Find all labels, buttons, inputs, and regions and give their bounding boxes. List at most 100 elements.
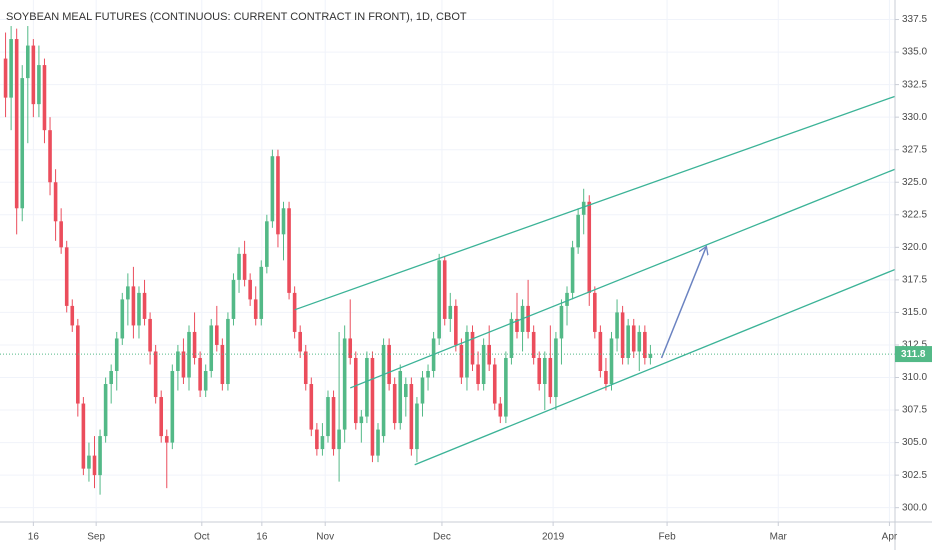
candle-body xyxy=(559,305,564,339)
y-tick-label: 305.0 xyxy=(902,437,927,448)
candle-body xyxy=(98,436,102,476)
y-tick-label: 335.0 xyxy=(902,47,927,58)
candle-body xyxy=(348,338,353,358)
candle-body xyxy=(631,325,636,352)
candle-body xyxy=(181,351,186,378)
candle-body xyxy=(554,338,558,398)
axes: 300.0 302.5 305.0 307.5 310.0 312.5 315.0 317.5… xyxy=(28,14,932,543)
candle-body xyxy=(437,260,441,339)
candle-body xyxy=(25,45,30,79)
candle-body xyxy=(53,182,58,222)
candle-body xyxy=(287,208,291,293)
candle-body xyxy=(270,156,275,222)
candle-body xyxy=(531,331,536,358)
candle-body xyxy=(604,370,608,385)
candle-body xyxy=(220,344,225,385)
candle-body xyxy=(548,357,553,398)
candle-body xyxy=(565,292,569,306)
candle-body xyxy=(70,305,75,326)
candle-body xyxy=(476,364,480,385)
candle-body xyxy=(209,325,214,371)
y-tick-label: 325.0 xyxy=(902,177,927,188)
candle-body xyxy=(409,384,414,450)
candle-body xyxy=(342,338,347,430)
candle-body xyxy=(365,357,369,417)
candle-body xyxy=(103,384,108,437)
last-price-label: 311.8 xyxy=(901,349,926,360)
candle-body xyxy=(593,292,597,332)
candle-body xyxy=(537,357,542,385)
candle-body xyxy=(376,429,380,456)
candle-body xyxy=(92,455,97,476)
candle-body xyxy=(442,260,447,319)
candle-body xyxy=(248,279,252,300)
candle-body xyxy=(3,58,8,98)
y-tick-label: 330.0 xyxy=(902,112,927,123)
candle-body xyxy=(498,403,503,417)
candle-body xyxy=(131,286,136,326)
candle-body xyxy=(487,344,491,365)
candle-body xyxy=(59,221,63,248)
candle-body xyxy=(326,397,330,437)
candle-body xyxy=(320,436,325,450)
candle-body xyxy=(120,299,125,339)
trend-line xyxy=(294,95,896,311)
x-tick-label: Sep xyxy=(87,532,105,543)
candle-body xyxy=(515,318,519,332)
candle-body xyxy=(265,221,269,267)
candle-body xyxy=(398,370,403,424)
candle-body xyxy=(353,357,358,424)
candle-body xyxy=(81,403,86,469)
candle-body xyxy=(109,370,113,385)
candle-body xyxy=(315,429,319,450)
candle-body xyxy=(298,331,302,352)
forecast-arrow xyxy=(660,247,706,359)
candle-body xyxy=(492,364,497,404)
y-tick-label: 302.5 xyxy=(902,470,927,481)
candle-body xyxy=(570,247,575,293)
last-price-box xyxy=(895,346,932,363)
candle-body xyxy=(504,357,508,417)
candle-body xyxy=(637,331,642,352)
candle-body xyxy=(387,344,391,385)
candle-body xyxy=(148,318,152,352)
candle-body xyxy=(37,65,41,105)
candle-body xyxy=(137,292,141,326)
candle-body xyxy=(142,292,147,319)
candle-body xyxy=(226,318,230,385)
candle-body xyxy=(448,305,453,319)
candle-body xyxy=(598,331,603,371)
x-tick-label: Oct xyxy=(194,532,210,543)
candle-body xyxy=(292,292,297,332)
y-tick-label: 312.5 xyxy=(902,340,927,351)
y-tick-label: 315.0 xyxy=(902,307,927,318)
x-tick-label: 16 xyxy=(28,532,40,543)
candle-body xyxy=(359,416,364,424)
y-tick-label: 300.0 xyxy=(902,502,927,513)
x-tick-label: 2019 xyxy=(542,532,565,543)
candle-body xyxy=(159,397,164,437)
candle-body xyxy=(392,384,397,424)
candle-body xyxy=(481,344,486,385)
x-tick-label: 16 xyxy=(256,532,268,543)
candle-body xyxy=(381,344,386,437)
candle-body xyxy=(465,331,469,378)
candle-body xyxy=(20,78,25,209)
candle-body xyxy=(31,45,36,105)
candle-body xyxy=(337,429,341,450)
candle-body xyxy=(454,305,458,345)
candle-body xyxy=(615,312,619,339)
candle-body xyxy=(126,286,130,300)
candle-body xyxy=(114,338,119,371)
y-tick-label: 307.5 xyxy=(902,405,927,416)
x-tick-label: Mar xyxy=(770,532,788,543)
y-tick-label: 322.5 xyxy=(902,209,927,220)
y-tick-label: 310.0 xyxy=(902,372,927,383)
candle-body xyxy=(192,331,197,358)
candle-body xyxy=(176,351,180,371)
candle-body xyxy=(459,344,464,378)
x-tick-label: Feb xyxy=(658,532,676,543)
y-tick-label: 317.5 xyxy=(902,275,927,286)
candle-body xyxy=(215,325,219,345)
candle-body xyxy=(87,455,91,469)
